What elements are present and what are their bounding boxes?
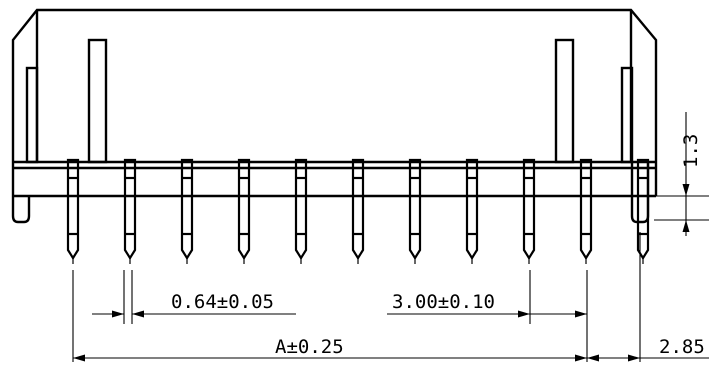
- pin-4: [237, 158, 251, 264]
- arrow: [73, 354, 85, 362]
- pin-shank: [237, 158, 251, 261]
- pin-shank: [123, 158, 137, 261]
- dim-pitch-label: 3.00±0.10: [392, 291, 495, 313]
- arrow: [628, 354, 640, 362]
- mounting-peg-right: [630, 162, 650, 224]
- pin-9: [522, 158, 536, 264]
- arrow: [575, 310, 587, 318]
- arrow: [518, 310, 530, 318]
- latch-post-right: [554, 38, 575, 164]
- arrow: [587, 354, 599, 362]
- arrow: [132, 310, 144, 318]
- mounting-peg-left: [11, 196, 31, 224]
- arrow: [575, 354, 587, 362]
- latch-post-left: [87, 38, 108, 164]
- pin-shank: [522, 158, 536, 261]
- pin-shank: [351, 158, 365, 261]
- pin-8: [465, 158, 479, 264]
- body-outline: [11, 8, 658, 162]
- dimension-lines: [72, 112, 709, 362]
- pin-1: [66, 158, 80, 264]
- pin-shank: [465, 158, 479, 261]
- pin-6: [351, 158, 365, 264]
- pin-10: [579, 158, 593, 264]
- dim-end-offset-label: 2.85: [659, 336, 705, 358]
- pin-shank: [408, 158, 422, 261]
- pin-11: [636, 158, 650, 264]
- dim-pin-width-label: 0.64±0.05: [171, 291, 274, 313]
- dimension-arrows: [73, 184, 690, 362]
- arrow: [682, 220, 690, 232]
- arrow: [682, 184, 690, 196]
- pin-shank: [66, 158, 80, 261]
- pin-2: [123, 158, 137, 264]
- arrow: [112, 310, 124, 318]
- pin-shank: [180, 158, 194, 261]
- pin-3: [180, 158, 194, 264]
- dim-pin-height-label: 1.3: [680, 134, 702, 168]
- connector-body: [11, 8, 658, 224]
- side-arm-left: [25, 66, 39, 164]
- pin-shank: [294, 158, 308, 261]
- pins: [66, 158, 650, 264]
- pin-5: [294, 158, 308, 264]
- dim-overall-label: A±0.25: [275, 336, 344, 358]
- pin-7: [408, 158, 422, 264]
- pin-shank: [579, 158, 593, 261]
